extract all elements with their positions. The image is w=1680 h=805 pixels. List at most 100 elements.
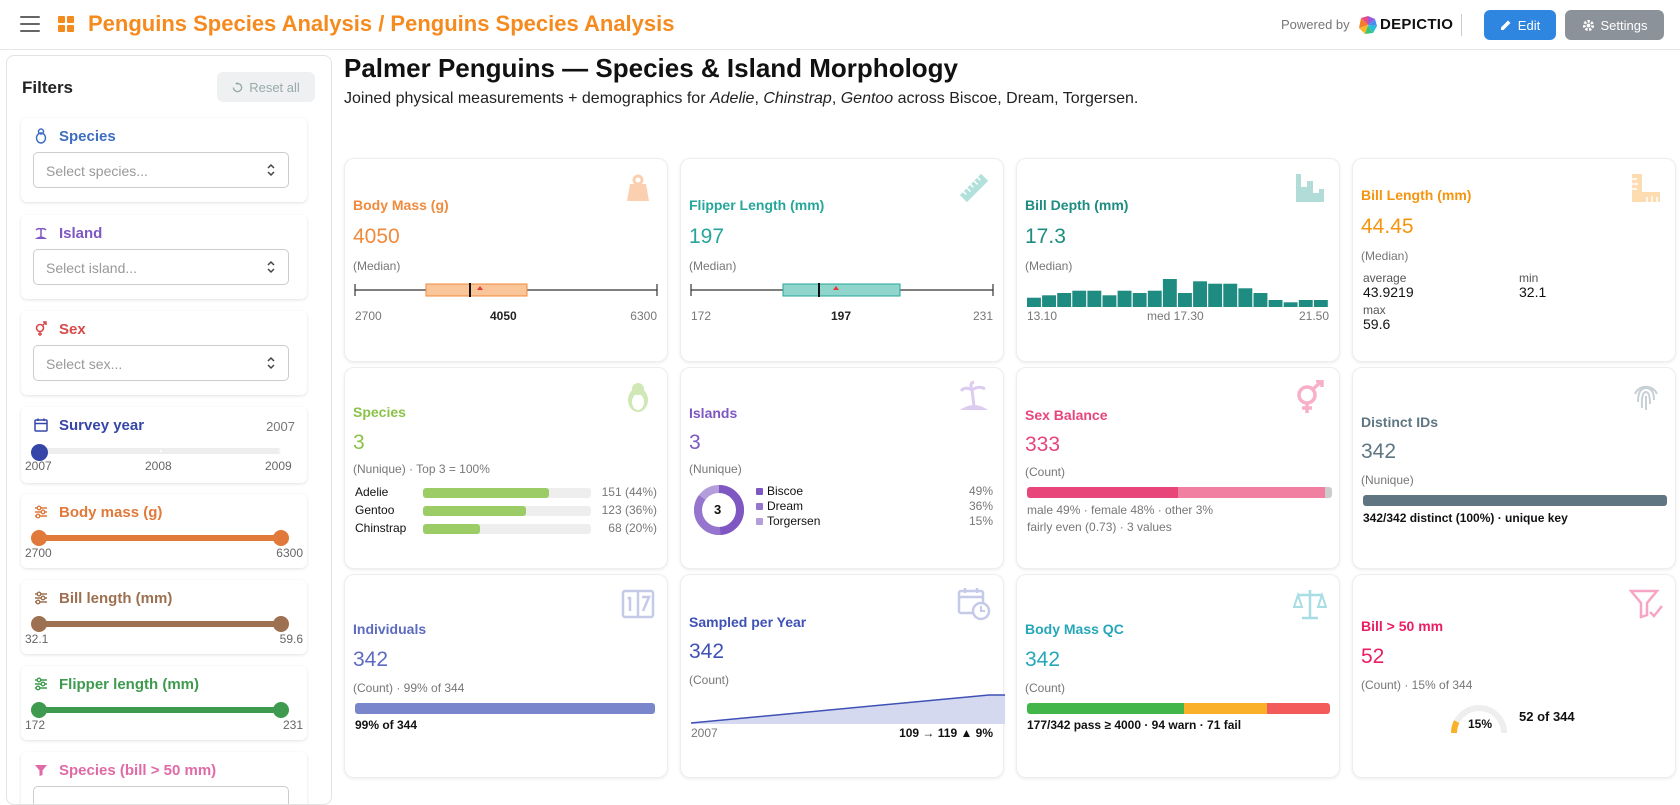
card-subtitle: (Count) (689, 673, 730, 687)
body-mass-min-handle[interactable] (31, 530, 47, 546)
bill-length-slider-track[interactable] (31, 616, 289, 632)
species-row-name: Chinstrap (355, 521, 407, 535)
histogram-bar (1132, 293, 1147, 307)
histogram-bar (1223, 283, 1238, 307)
card-value: 52 (1361, 645, 1385, 668)
bill-length-min-handle[interactable] (31, 616, 47, 632)
card-value: 17.3 (1025, 225, 1066, 248)
gauge (1450, 705, 1507, 734)
species-row-bar (423, 488, 549, 498)
min-label: min (1519, 271, 1539, 285)
card-title: Bill > 50 mm (1361, 618, 1444, 634)
min-value: 32.1 (1519, 284, 1547, 300)
legend-swatch (756, 518, 763, 525)
island-icon (959, 380, 988, 410)
histogram-bar (1117, 290, 1132, 307)
island-icon (35, 227, 47, 239)
body-mass-min: 2700 (25, 546, 52, 560)
sex-placeholder: Select sex... (46, 356, 123, 372)
fail-bar (1267, 703, 1330, 714)
histogram-bar (1147, 290, 1162, 307)
body-mass-max-handle[interactable] (273, 530, 289, 546)
card-value: 342 (1025, 648, 1061, 671)
body-mass-max: 6300 (276, 546, 303, 560)
island-name: Dream (767, 499, 804, 513)
body-mass-slider-track[interactable] (31, 530, 289, 546)
flipper-length-max-handle[interactable] (273, 702, 289, 718)
histogram-bar (1178, 293, 1192, 307)
island-percent: 49% (968, 484, 993, 498)
body-mass-filter: Body mass (g) 2700 6300 (21, 494, 307, 568)
flipper-length-card: Flipper Length (mm) 197 (Median) 172 197… (680, 158, 1004, 362)
body-mass-filter-label: Body mass (g) (59, 504, 163, 521)
powered-by-label: Powered by (1281, 17, 1350, 32)
filter-check-icon (1629, 589, 1663, 619)
bill-over-50-card: Bill > 50 mm 52 (Count) · 15% of 344 15%… (1352, 574, 1676, 778)
card-subtitle: (Count) · 15% of 344 (1361, 678, 1473, 692)
chevron-updown-icon (267, 356, 275, 370)
card-value: 3 (353, 431, 365, 454)
bill-length-max-handle[interactable] (273, 616, 289, 632)
edit-label: Edit (1517, 17, 1541, 33)
distinct-bar (1363, 495, 1667, 506)
min-label: 172 (691, 309, 712, 323)
card-title: Body Mass QC (1025, 621, 1124, 637)
species-placeholder: Select species... (46, 163, 148, 179)
menu-icon[interactable] (20, 16, 40, 32)
card-value: 333 (1025, 433, 1061, 456)
ruler-icon (1632, 174, 1660, 202)
year-slider-track[interactable] (31, 444, 281, 461)
dashboard-icon (58, 16, 74, 32)
year-slider-handle[interactable] (31, 444, 48, 461)
page-title: Penguins Species Analysis / Penguins Spe… (88, 11, 675, 36)
species-select[interactable]: Select species... (33, 152, 289, 188)
divider (1461, 14, 1462, 36)
species-row-count: 123 (36%) (601, 503, 657, 517)
gauge-side-label: 52 of 344 (1519, 709, 1575, 724)
gender-icon (35, 321, 47, 336)
year-tick: 2008 (145, 459, 172, 473)
year-tick: 2009 (265, 459, 292, 473)
sliders-icon (35, 677, 47, 691)
legend-swatch (756, 488, 763, 495)
min-label: 2700 (355, 309, 382, 323)
calendar-clock-icon (957, 588, 991, 621)
separator: , (831, 90, 841, 107)
average-value: 43.9219 (1363, 284, 1414, 300)
start-year: 2007 (691, 726, 718, 740)
card-subtitle: (Median) (1025, 259, 1073, 273)
body-mass-card: Body Mass (g) 4050 (Median) 2700 4050 63… (344, 158, 668, 362)
card-subtitle: (Count) (1025, 681, 1066, 695)
average-label: average (1363, 271, 1407, 285)
histogram-bar (1087, 290, 1102, 307)
qc-summary: 177/342 pass ≥ 4000 · 94 warn · 71 fail (1027, 718, 1242, 732)
sex-select[interactable]: Select sex... (33, 345, 289, 381)
histogram-icon (1296, 174, 1324, 202)
flipper-length-filter-label: Flipper length (mm) (59, 676, 199, 693)
card-title: Distinct IDs (1361, 414, 1439, 430)
histogram-bar (1042, 295, 1056, 307)
year-filter: Survey year 2007 2007 2008 2009 (21, 407, 307, 483)
flipper-length-slider-track[interactable] (31, 702, 289, 718)
card-title: Flipper Length (mm) (689, 197, 825, 213)
pencil-icon (1500, 20, 1511, 30)
island-filter-label: Island (59, 225, 103, 242)
gender-icon (1297, 380, 1324, 413)
species-row-bar (423, 506, 526, 516)
card-subtitle: (Median) (1361, 249, 1409, 263)
species-filter: Species Select species... (21, 118, 307, 202)
fingerprint-icon (1634, 385, 1658, 410)
edit-button[interactable]: Edit (1484, 10, 1556, 40)
settings-button[interactable]: Settings (1565, 10, 1664, 40)
island-select[interactable]: Select island... (33, 249, 289, 285)
island-filter: Island Select island... (21, 215, 307, 299)
distinct-ids-card: Distinct IDs 342 (Nunique) 342/342 disti… (1352, 367, 1676, 569)
species-row-count: 151 (44%) (601, 485, 657, 499)
reset-all-button[interactable]: Reset all (217, 72, 315, 102)
bill-length-filter: Bill length (mm) 32.1 59.6 (21, 580, 307, 654)
donut-center: 3 (714, 502, 722, 517)
species-bill-select[interactable] (33, 786, 289, 804)
coverage-bar (355, 703, 655, 714)
female-bar (1178, 487, 1325, 498)
flipper-length-min-handle[interactable] (31, 702, 47, 718)
